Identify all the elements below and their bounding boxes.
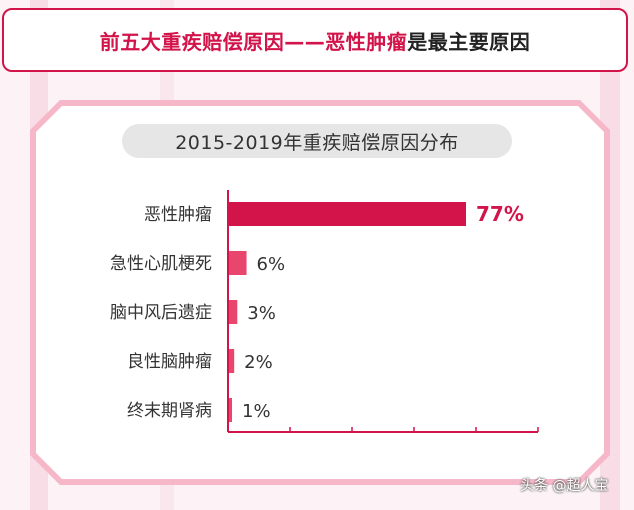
bar	[228, 349, 235, 373]
bar	[228, 202, 466, 226]
bar	[228, 300, 238, 324]
value-label: 6%	[257, 254, 286, 275]
category-label: 良性脑肿瘤	[127, 352, 212, 372]
value-label: 3%	[247, 303, 276, 324]
chart-card	[36, 106, 604, 479]
header-text-part1: 前五大重疾赔偿原因——	[99, 29, 326, 54]
bar	[228, 251, 247, 275]
watermark: 头条 @超人宝	[520, 478, 609, 494]
category-label: 恶性肿瘤	[144, 205, 212, 225]
header-banner: 前五大重疾赔偿原因—— 恶性肿瘤 是最主要原因	[2, 8, 628, 72]
header-text-part3: 是最主要原因	[407, 29, 531, 54]
value-label: 2%	[244, 352, 273, 373]
category-label: 急性心肌梗死	[110, 254, 212, 274]
category-label: 脑中风后遗症	[110, 303, 212, 323]
bar	[228, 398, 232, 422]
chart-title: 2015-2019年重疾赔偿原因分布	[122, 124, 512, 158]
category-label: 终末期肾病	[127, 401, 212, 421]
value-label: 77%	[476, 202, 524, 226]
value-label: 1%	[242, 401, 271, 422]
header-text-part2: 恶性肿瘤	[325, 29, 408, 54]
